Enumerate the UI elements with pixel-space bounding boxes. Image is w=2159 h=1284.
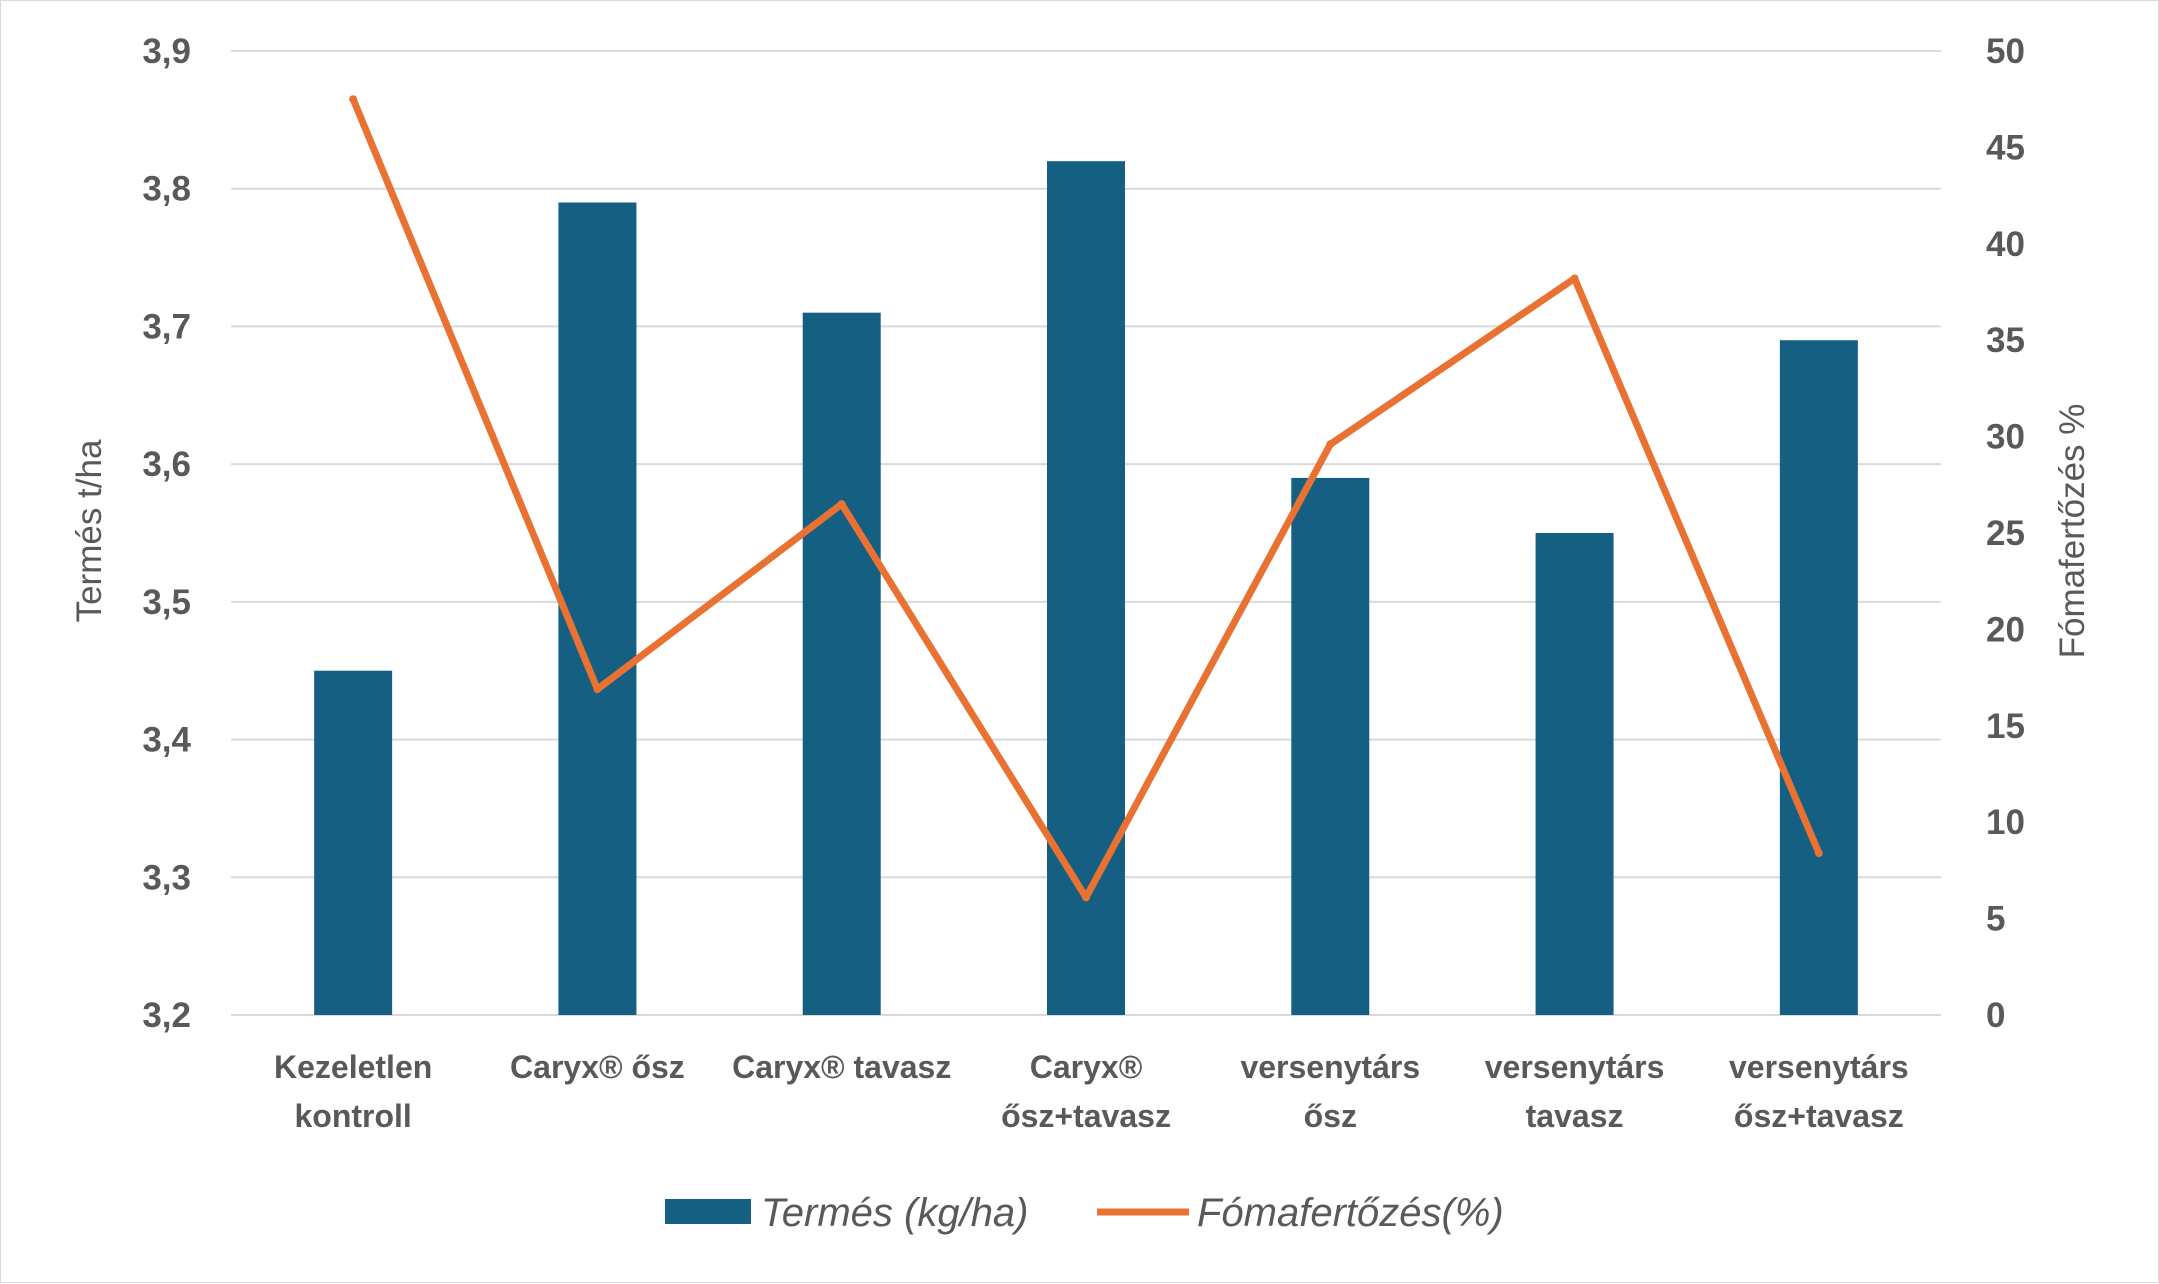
category-labels: Kezeletlen kontroll Caryx® ősz Caryx® tavas… (274, 1049, 1909, 1134)
left-tick-label: 3,9 (142, 32, 191, 71)
left-tick-label: 3,7 (142, 307, 191, 346)
category-label: Caryx® ősz+tavasz (1001, 1049, 1171, 1134)
right-tick-label: 30 (1986, 418, 2025, 457)
right-tick-label: 10 (1986, 803, 2025, 842)
legend-label-bar: Termés (kg/ha) (761, 1191, 1029, 1235)
bar (558, 202, 637, 1015)
right-tick-label: 15 (1986, 707, 2025, 746)
bar-series (314, 161, 1858, 1016)
left-tick-label: 3,4 (142, 721, 191, 760)
category-label: versenytárs ősz (1240, 1049, 1420, 1134)
category-label: Caryx® tavasz (732, 1049, 951, 1085)
left-axis-ticks: 3,2 3,3 3,4 3,5 3,6 3,7 3,8 3,9 (142, 32, 191, 1035)
bar (1047, 161, 1125, 1015)
category-label: Caryx® ősz (510, 1049, 685, 1085)
left-tick-label: 3,3 (142, 858, 191, 897)
legend: Termés (kg/ha) Fómafertőzés(%) (665, 1191, 1504, 1235)
legend-label-line: Fómafertőzés(%) (1197, 1191, 1504, 1235)
line-point (349, 95, 358, 104)
category-label: Kezeletlen kontroll (274, 1049, 432, 1134)
left-axis-title: Termés t/ha (70, 439, 109, 622)
right-axis-title: Fómafertőzés % (2053, 404, 2092, 659)
line-series (349, 95, 1823, 902)
line-point (1082, 893, 1090, 902)
bar (802, 312, 881, 1016)
right-tick-label: 40 (1986, 225, 2025, 264)
legend-swatch-bar (665, 1199, 751, 1224)
right-tick-label: 50 (1986, 32, 2025, 71)
line-point (1326, 440, 1335, 449)
left-tick-label: 3,5 (142, 583, 191, 622)
left-tick-label: 3,6 (142, 445, 191, 484)
right-tick-label: 35 (1986, 321, 2025, 360)
line-point (593, 685, 602, 694)
category-label: versenytárs ősz+tavasz (1729, 1049, 1909, 1134)
right-tick-label: 45 (1986, 128, 2025, 167)
bar (1779, 340, 1858, 1015)
left-tick-label: 3,8 (142, 170, 191, 209)
line-point (1570, 274, 1579, 283)
line-point (1814, 849, 1823, 858)
bar (314, 670, 393, 1015)
right-tick-label: 0 (1986, 996, 2005, 1035)
line-point (837, 500, 846, 509)
bar (1535, 533, 1614, 1015)
right-tick-label: 20 (1986, 610, 2025, 649)
left-tick-label: 3,2 (142, 996, 191, 1035)
category-label: versenytárs tavasz (1485, 1049, 1665, 1134)
bar (1291, 477, 1370, 1015)
right-tick-label: 5 (1986, 900, 2005, 939)
right-tick-label: 25 (1986, 514, 2025, 553)
right-axis-ticks: 0 5 10 15 20 25 30 35 40 45 50 (1986, 32, 2025, 1035)
